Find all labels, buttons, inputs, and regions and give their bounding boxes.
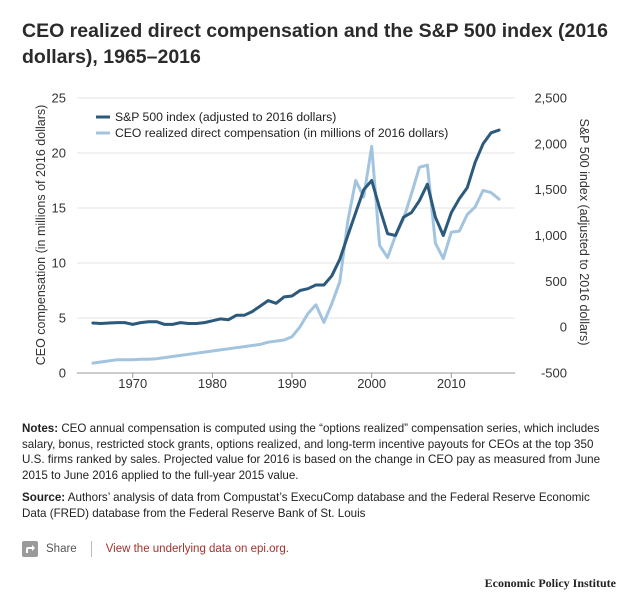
right-tick-label: 500 — [545, 274, 567, 289]
notes-label: Notes: — [22, 422, 59, 435]
left-axis-label: CEO compensation (in millions of 2016 do… — [34, 105, 48, 366]
notes: Notes: CEO annual compensation is comput… — [22, 421, 614, 483]
brand-logo: Economic Policy Institute — [484, 576, 616, 590]
left-axis-ticks: 0 5 10 15 20 25 — [52, 91, 66, 381]
series-line-sp500 — [91, 128, 501, 326]
left-tick-label: 0 — [59, 366, 66, 381]
right-tick-label: 0 — [560, 320, 567, 335]
x-tick-label: 2000 — [357, 376, 386, 391]
gridlines — [77, 97, 515, 319]
source-text: Authors’ analysis of data from Compustat… — [22, 491, 590, 520]
right-axis-label: S&P 500 index (adjusted to 2016 dollars) — [577, 118, 591, 345]
notes-text: CEO annual compensation is computed usin… — [22, 422, 601, 482]
right-tick-label: 2,500 — [534, 91, 567, 106]
right-tick-label: 1,500 — [534, 182, 567, 197]
x-tick-label: 1990 — [278, 376, 307, 391]
x-tick-label: 2010 — [437, 376, 466, 391]
share-button[interactable]: Share — [46, 543, 77, 555]
right-axis-ticks: -500 0 500 1,000 1,500 2,000 2,500 — [534, 91, 567, 381]
legend: S&P 500 index (adjusted to 2016 dollars)… — [96, 110, 448, 140]
left-tick-label: 20 — [52, 146, 66, 161]
x-tick-label: 1970 — [118, 376, 147, 391]
share-icon[interactable] — [22, 541, 38, 557]
footer-actions: Share View the underlying data on epi.or… — [22, 540, 289, 558]
source: Source: Authors’ analysis of data from C… — [22, 490, 614, 521]
underlying-data-link[interactable]: View the underlying data on epi.org. — [105, 543, 289, 555]
left-tick-label: 15 — [52, 201, 66, 216]
series-lines — [91, 128, 501, 365]
left-tick-label: 25 — [52, 91, 66, 106]
series-line-ceo-compensation — [91, 144, 501, 365]
right-tick-label: 1,000 — [534, 228, 567, 243]
left-tick-label: 5 — [59, 311, 66, 326]
legend-label: CEO realized direct compensation (in mil… — [115, 126, 448, 140]
chart-title: CEO realized direct compensation and the… — [22, 20, 608, 68]
legend-label: S&P 500 index (adjusted to 2016 dollars) — [115, 110, 336, 124]
left-tick-label: 10 — [52, 256, 66, 271]
x-axis-ticks: 1970 1980 1990 2000 2010 — [118, 373, 466, 391]
x-tick-label: 1980 — [198, 376, 227, 391]
right-tick-label: -500 — [541, 366, 567, 381]
footer-divider — [90, 541, 92, 557]
source-label: Source: — [22, 491, 66, 504]
right-tick-label: 2,000 — [534, 136, 567, 151]
